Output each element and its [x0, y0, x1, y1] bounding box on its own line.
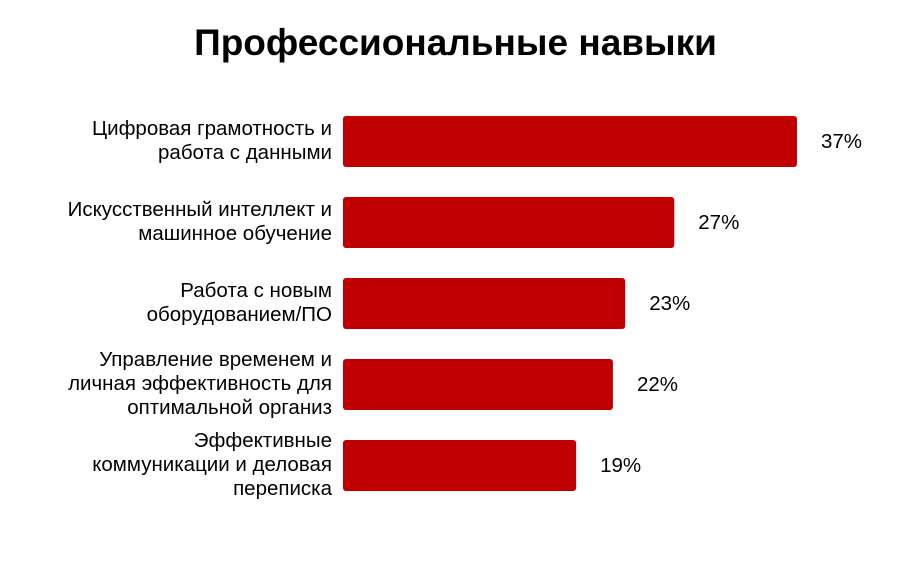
category-label: Работа с новым оборудованием/ПО — [146, 278, 332, 326]
bar — [343, 359, 613, 410]
bar — [343, 116, 797, 167]
category-label: Управление временем и личная эффективнос… — [68, 347, 332, 419]
chart-title: Профессиональные навыки — [194, 22, 717, 63]
data-label: 37% — [820, 129, 863, 153]
data-label: 19% — [600, 453, 642, 477]
data-label: 27% — [698, 210, 740, 234]
category-label: Цифровая грамотность и работа с данными — [91, 116, 332, 164]
category-label: Искусственный интеллект и машинное обуче… — [67, 197, 332, 245]
data-label: 23% — [649, 291, 691, 315]
bar — [343, 440, 577, 491]
category-label: Эффективные коммуникации и деловая переп… — [92, 428, 332, 500]
bar — [343, 197, 675, 248]
bar — [343, 278, 626, 329]
data-label: 22% — [636, 372, 678, 396]
